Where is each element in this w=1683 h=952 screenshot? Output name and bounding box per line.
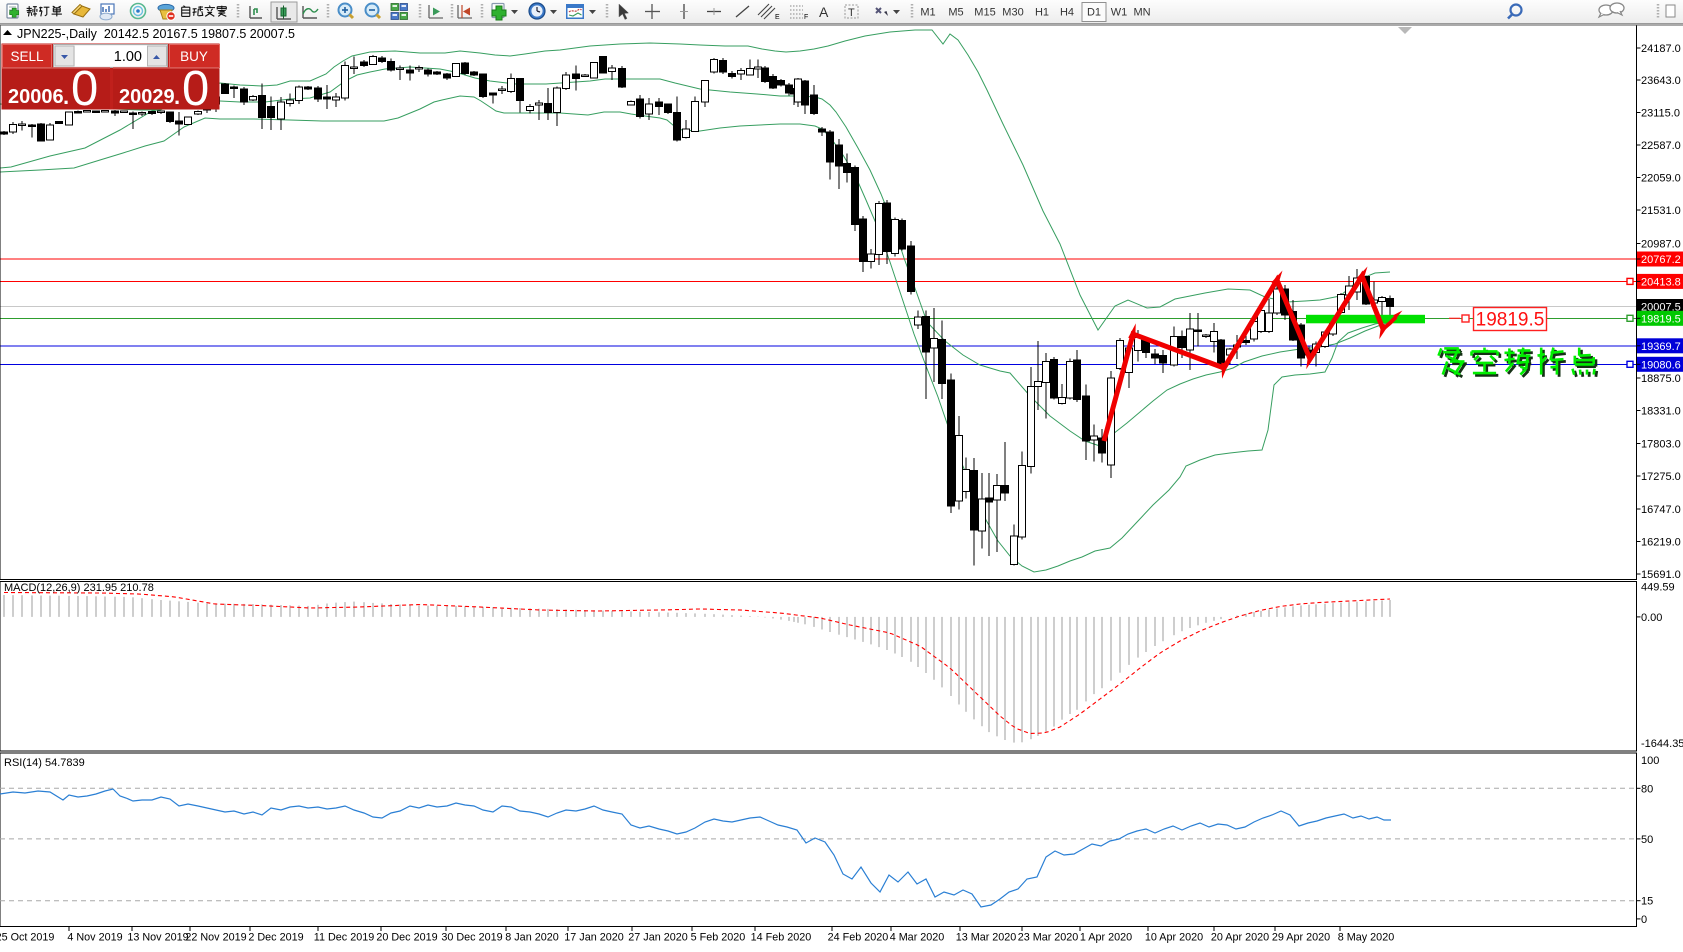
svg-text:20 Apr 2020: 20 Apr 2020 xyxy=(1211,932,1269,944)
svg-text:21531.0: 21531.0 xyxy=(1641,205,1681,217)
svg-text:19819.5: 19819.5 xyxy=(1476,310,1545,331)
svg-text:W1: W1 xyxy=(1111,7,1128,19)
svg-text:449.59: 449.59 xyxy=(1641,582,1675,594)
svg-text:0: 0 xyxy=(71,62,98,116)
svg-text:17803.0: 17803.0 xyxy=(1641,439,1681,451)
svg-text:19080.6: 19080.6 xyxy=(1641,359,1681,371)
svg-text:16747.0: 16747.0 xyxy=(1641,504,1681,516)
svg-text:27 Jan 2020: 27 Jan 2020 xyxy=(628,932,687,944)
svg-text:-1644.35: -1644.35 xyxy=(1641,738,1683,750)
svg-text:MN: MN xyxy=(1133,7,1150,19)
svg-text:MACD(12,26,9) 231.95 210.78: MACD(12,26,9) 231.95 210.78 xyxy=(4,582,154,594)
svg-text:.: . xyxy=(63,84,69,109)
svg-text:.: . xyxy=(174,84,180,109)
svg-text:RSI(14) 54.7839: RSI(14) 54.7839 xyxy=(4,757,85,769)
svg-text:0: 0 xyxy=(1641,914,1647,926)
svg-text:20767.2: 20767.2 xyxy=(1641,254,1681,266)
svg-text:1 Apr 2020: 1 Apr 2020 xyxy=(1080,932,1132,944)
svg-text:24 Feb 2020: 24 Feb 2020 xyxy=(828,932,889,944)
svg-text:A: A xyxy=(819,4,829,20)
svg-text:30 Dec 2019: 30 Dec 2019 xyxy=(441,932,502,944)
svg-text:15691.0: 15691.0 xyxy=(1641,569,1681,581)
svg-text:M15: M15 xyxy=(974,7,995,19)
svg-text:29 Apr 2020: 29 Apr 2020 xyxy=(1272,932,1330,944)
svg-text:15: 15 xyxy=(1641,896,1653,908)
svg-text:20 Dec 2019: 20 Dec 2019 xyxy=(376,932,437,944)
svg-text:22587.0: 22587.0 xyxy=(1641,140,1681,152)
svg-text:19819.5: 19819.5 xyxy=(1641,313,1681,325)
svg-text:E: E xyxy=(775,14,780,21)
svg-text:14 Feb 2020: 14 Feb 2020 xyxy=(751,932,812,944)
svg-text:23115.0: 23115.0 xyxy=(1641,108,1680,120)
svg-text:17275.0: 17275.0 xyxy=(1641,471,1681,483)
svg-text:4 Nov 2019: 4 Nov 2019 xyxy=(67,932,122,944)
svg-text:T: T xyxy=(848,7,855,19)
svg-text:10 Apr 2020: 10 Apr 2020 xyxy=(1145,932,1203,944)
svg-text:100: 100 xyxy=(1641,755,1659,767)
svg-text:13 Mar 2020: 13 Mar 2020 xyxy=(956,932,1017,944)
svg-text:1.00: 1.00 xyxy=(114,49,142,65)
svg-text:23 Mar 2020: 23 Mar 2020 xyxy=(1018,932,1079,944)
svg-text:JPN225-,Daily 20142.5 20167.5: JPN225-,Daily 20142.5 20167.5 19807.5 20… xyxy=(17,27,295,41)
svg-text:20413.8: 20413.8 xyxy=(1641,276,1681,288)
svg-text:8 May 2020: 8 May 2020 xyxy=(1338,932,1394,944)
svg-text:18331.0: 18331.0 xyxy=(1641,406,1681,418)
svg-text:18875.0: 18875.0 xyxy=(1641,373,1681,385)
svg-text:20029: 20029 xyxy=(119,86,175,108)
svg-text:5 Feb 2020: 5 Feb 2020 xyxy=(691,932,746,944)
svg-text:SELL: SELL xyxy=(10,49,44,64)
svg-text:16219.0: 16219.0 xyxy=(1641,537,1681,549)
svg-text:17 Jan 2020: 17 Jan 2020 xyxy=(564,932,623,944)
svg-text:50: 50 xyxy=(1641,834,1653,846)
svg-text:80: 80 xyxy=(1641,783,1653,795)
svg-text:M5: M5 xyxy=(948,7,963,19)
svg-text:23643.0: 23643.0 xyxy=(1641,75,1681,87)
svg-text:D1: D1 xyxy=(1087,7,1101,19)
svg-text:2 Dec 2019: 2 Dec 2019 xyxy=(248,932,303,944)
svg-text:H1: H1 xyxy=(1035,7,1049,19)
svg-text:M1: M1 xyxy=(920,7,935,19)
svg-text:25 Oct 2019: 25 Oct 2019 xyxy=(0,932,54,944)
svg-text:22059.0: 22059.0 xyxy=(1641,173,1681,185)
svg-text:13 Nov 2019: 13 Nov 2019 xyxy=(127,932,188,944)
svg-text:M30: M30 xyxy=(1002,7,1023,19)
svg-text:20987.0: 20987.0 xyxy=(1641,239,1681,251)
svg-text:22 Nov 2019: 22 Nov 2019 xyxy=(185,932,246,944)
svg-text:19369.7: 19369.7 xyxy=(1641,341,1681,353)
svg-text:0: 0 xyxy=(182,62,209,116)
svg-text:0.00: 0.00 xyxy=(1641,612,1662,624)
svg-text:24187.0: 24187.0 xyxy=(1641,43,1681,55)
svg-text:20006: 20006 xyxy=(8,86,64,108)
svg-text:F: F xyxy=(804,14,808,21)
svg-text:11 Dec 2019: 11 Dec 2019 xyxy=(314,932,374,944)
svg-text:H4: H4 xyxy=(1060,7,1074,19)
svg-text:4 Mar 2020: 4 Mar 2020 xyxy=(890,932,945,944)
svg-text:8 Jan 2020: 8 Jan 2020 xyxy=(505,932,558,944)
